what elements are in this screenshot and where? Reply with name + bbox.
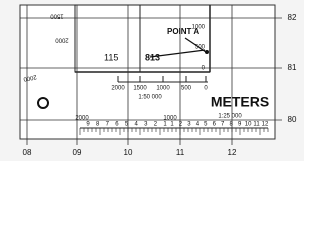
ruler-digit: 8 xyxy=(230,122,234,128)
easting-label: 11 xyxy=(176,148,185,157)
ruler-digit: 7 xyxy=(221,122,225,128)
scale-end-label: 2000 xyxy=(75,116,89,122)
scale-mid-label: 1000 xyxy=(163,116,177,122)
ruler-digit: 3 xyxy=(187,122,191,128)
ruler-digit: 8 xyxy=(96,122,100,128)
ruler-digit: 11 xyxy=(253,122,260,128)
coordinate-scale: POINT A 115 813 1:50 000 METERS 1:25 000… xyxy=(0,0,304,161)
scale-tick-label: 1000 xyxy=(192,25,206,31)
ruler-digit: 7 xyxy=(106,122,110,128)
northing-label: 82 xyxy=(288,13,297,22)
inverted-label: 2000 xyxy=(55,36,69,42)
scale-label: 1:50 000 xyxy=(138,95,162,101)
ruler-digit: 9 xyxy=(86,122,90,128)
side-label: 2000 xyxy=(22,73,37,81)
ruler-digit: 2 xyxy=(179,122,183,128)
ruler-digit: 3 xyxy=(144,122,148,128)
arrow xyxy=(184,37,207,53)
ruler-digit: 12 xyxy=(262,122,269,128)
page: POINT A 115 813 1:50 000 METERS 1:25 000… xyxy=(0,0,304,161)
ruler-digit: 5 xyxy=(125,122,129,128)
northing-reading: 813 xyxy=(145,52,160,62)
ruler-digit: 1 xyxy=(170,122,174,128)
scale-tick-label: 500 xyxy=(181,86,192,92)
scale-tick-label: 2000 xyxy=(111,86,125,92)
units: METERS xyxy=(211,94,269,110)
scale-tick-label: 0 xyxy=(204,86,208,92)
point-label: POINT A xyxy=(167,27,199,36)
easting-reading: 115 xyxy=(104,52,118,62)
inverted-label: 1500 xyxy=(50,12,64,18)
ruler-digit: 6 xyxy=(115,122,119,128)
hole xyxy=(37,97,49,109)
scale-tick-label: 0 xyxy=(202,66,206,72)
ruler-digit: 1 xyxy=(163,122,167,128)
scale-label: 1:25 000 xyxy=(218,114,242,120)
easting-label: 10 xyxy=(124,148,133,157)
ruler-digit: 4 xyxy=(134,122,138,128)
easting-label: 12 xyxy=(228,148,237,157)
scale-tick-label: 1500 xyxy=(133,86,147,92)
northing-label: 80 xyxy=(288,115,297,124)
point-a-marker xyxy=(205,50,209,54)
ruler-digit: 6 xyxy=(213,122,217,128)
ruler-digit: 5 xyxy=(204,122,208,128)
easting-label: 09 xyxy=(73,148,82,157)
scale-tick-label: 500 xyxy=(195,45,206,51)
easting-label: 08 xyxy=(23,148,32,157)
ruler-digit: 4 xyxy=(196,122,200,128)
northing-label: 81 xyxy=(288,63,297,72)
arrow xyxy=(149,49,206,58)
ruler-digit: 10 xyxy=(245,122,252,128)
ruler-digit: 9 xyxy=(238,122,242,128)
ruler-digit: 2 xyxy=(154,122,158,128)
scale-tick-label: 1000 xyxy=(156,86,170,92)
